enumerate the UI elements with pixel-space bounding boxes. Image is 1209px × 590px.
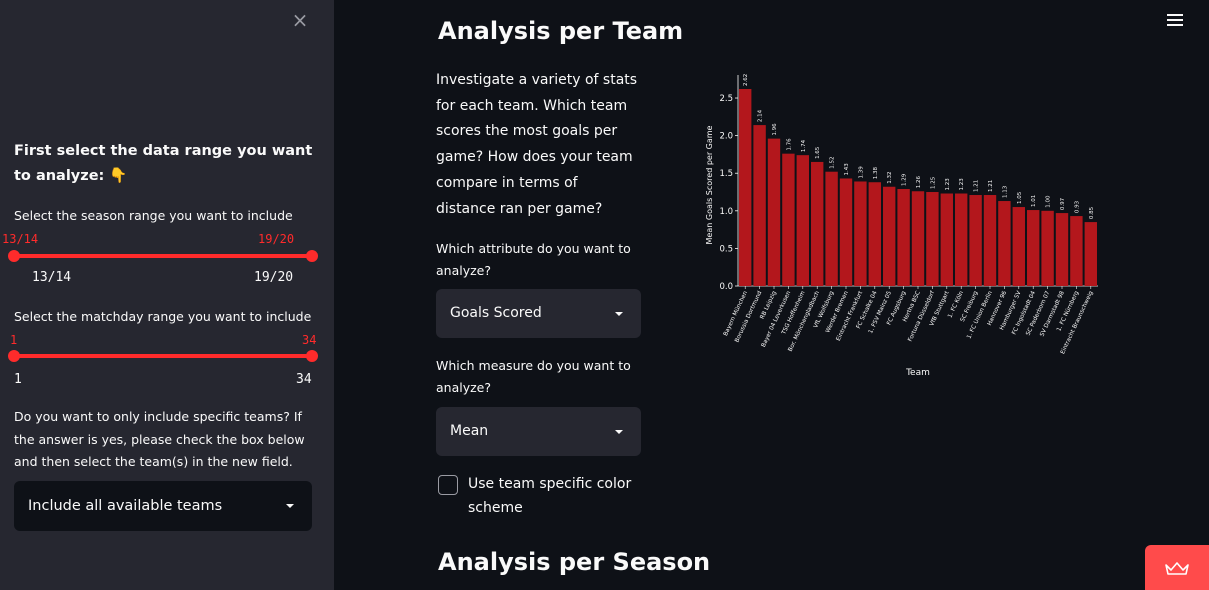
chart-data-label: 1.65	[815, 146, 821, 159]
teams-question: Do you want to only include specific tea…	[14, 409, 305, 469]
sidebar-heading: First select the data range you want to …	[14, 143, 313, 184]
matchday-slider-min-thumb[interactable]	[8, 350, 20, 362]
chart-data-label: 0.97	[1060, 197, 1066, 210]
chart-bar	[1041, 210, 1054, 286]
chevron-down-icon	[615, 430, 623, 434]
chart-data-label: 1.23	[945, 178, 951, 191]
chart-data-label: 1.32	[887, 171, 893, 183]
matchday-slider-max-value: 34	[302, 333, 317, 347]
chart-ylabel: Mean Goals Scored per Game	[705, 125, 714, 244]
chart-data-label: 1.29	[902, 173, 908, 186]
chart-bar	[753, 125, 766, 286]
chart-ytick-label: 2.0	[719, 132, 733, 142]
chart-bar	[897, 189, 910, 286]
chart-data-label: 1.21	[974, 180, 980, 192]
chart-ytick-label: 0.5	[719, 244, 733, 254]
chart-data-label: 1.38	[873, 166, 879, 179]
chart-bar	[1012, 207, 1025, 286]
teams-select-value: Include all available teams	[28, 498, 223, 514]
chart-bar	[955, 193, 968, 286]
chart-data-label: 1.25	[930, 176, 936, 189]
chart-data-label: 1.05	[1017, 191, 1023, 204]
chart-bar	[811, 161, 824, 286]
chart-bar	[1055, 213, 1069, 286]
section-title-season: Analysis per Season	[438, 548, 711, 576]
chart-data-label: 0.85	[1089, 206, 1095, 219]
intro-text: Investigate a variety of stats for each …	[436, 72, 638, 217]
season-slider-track[interactable]	[14, 254, 312, 258]
season-slider-min-tick: 13/14	[32, 270, 72, 285]
chart-bar	[998, 201, 1011, 286]
chart-bar	[883, 186, 896, 286]
streamlit-badge[interactable]	[1145, 545, 1209, 590]
chart-data-label: 1.74	[801, 139, 807, 152]
page-title: Analysis per Team	[438, 17, 684, 45]
season-slider-max-thumb[interactable]	[306, 250, 318, 262]
chart-bar	[969, 195, 982, 286]
chart-data-label: 1.26	[916, 176, 922, 189]
chart-data-label: 1.43	[844, 163, 850, 176]
chart-data-label: 1.23	[959, 178, 965, 191]
chart-data-label: 0.93	[1074, 200, 1080, 213]
chart-data-label: 1.96	[772, 123, 778, 136]
season-slider-max-value: 19/20	[258, 232, 295, 246]
chart-bar	[1027, 210, 1040, 286]
close-sidebar-icon[interactable]: ×	[291, 8, 309, 32]
season-slider-min-value: 13/14	[2, 232, 39, 246]
attribute-select[interactable]: Goals Scored	[436, 289, 641, 338]
matchday-slider-label: Select the matchday range you want to in…	[14, 309, 312, 324]
chart-data-label: 1.52	[830, 156, 836, 168]
chart-data-label: 1.01	[1031, 195, 1037, 207]
matchday-slider-min-tick: 1	[14, 372, 22, 387]
chevron-down-icon	[615, 312, 623, 316]
measure-label: Which measure do you want to analyze?	[436, 358, 631, 395]
chart-bar	[1084, 222, 1097, 286]
chart-data-label: 1.39	[858, 166, 864, 179]
chart-bar	[911, 191, 925, 286]
chart-data-label: 1.21	[988, 180, 994, 192]
chart-bar	[868, 182, 881, 286]
color-scheme-label[interactable]: Use team specific color scheme	[468, 476, 632, 516]
color-scheme-checkbox[interactable]	[438, 475, 458, 495]
chart-data-label: 2.62	[743, 74, 749, 86]
attribute-label: Which attribute do you want to analyze?	[436, 241, 631, 278]
chart-data-label: 2.14	[758, 109, 764, 122]
chart-bar	[940, 193, 953, 286]
chart-bar	[825, 171, 838, 286]
matchday-slider-max-thumb[interactable]	[306, 350, 318, 362]
chart-bar	[926, 192, 939, 286]
chart-ytick-label: 1.0	[719, 207, 733, 217]
attribute-select-value: Goals Scored	[450, 305, 542, 321]
hamburger-menu-icon[interactable]	[1167, 14, 1183, 28]
chart-bar	[782, 153, 795, 286]
chart-xlabel: Team	[905, 368, 930, 378]
measure-select-value: Mean	[450, 423, 489, 439]
chevron-down-icon	[286, 504, 294, 508]
chart-bar	[854, 181, 867, 286]
season-slider-min-thumb[interactable]	[8, 250, 20, 262]
chart-bar	[983, 195, 997, 286]
chart-bar	[1070, 216, 1083, 286]
chart-bar	[739, 89, 752, 286]
matchday-slider-max-tick: 34	[296, 372, 312, 387]
chart-bar	[796, 155, 809, 286]
season-slider-label: Select the season range you want to incl…	[14, 208, 293, 223]
crown-icon	[1165, 562, 1189, 575]
teams-select[interactable]: Include all available teams	[14, 481, 312, 531]
chart-ytick-label: 1.5	[719, 169, 733, 179]
chart-data-label: 1.13	[1002, 185, 1008, 198]
season-slider-max-tick: 19/20	[254, 270, 294, 285]
matchday-slider-track[interactable]	[14, 354, 312, 358]
chart-bar	[839, 178, 853, 286]
sidebar: × First select the data range you want t…	[0, 0, 334, 590]
matchday-slider-min-value: 1	[10, 333, 18, 347]
measure-select[interactable]: Mean	[436, 407, 641, 456]
chart-ytick-label: 2.5	[719, 94, 733, 104]
chart-data-label: 1.00	[1046, 195, 1052, 208]
chart-ytick-label: 0.0	[719, 282, 733, 292]
chart-data-label: 1.76	[786, 138, 792, 151]
chart-bar	[767, 138, 781, 286]
